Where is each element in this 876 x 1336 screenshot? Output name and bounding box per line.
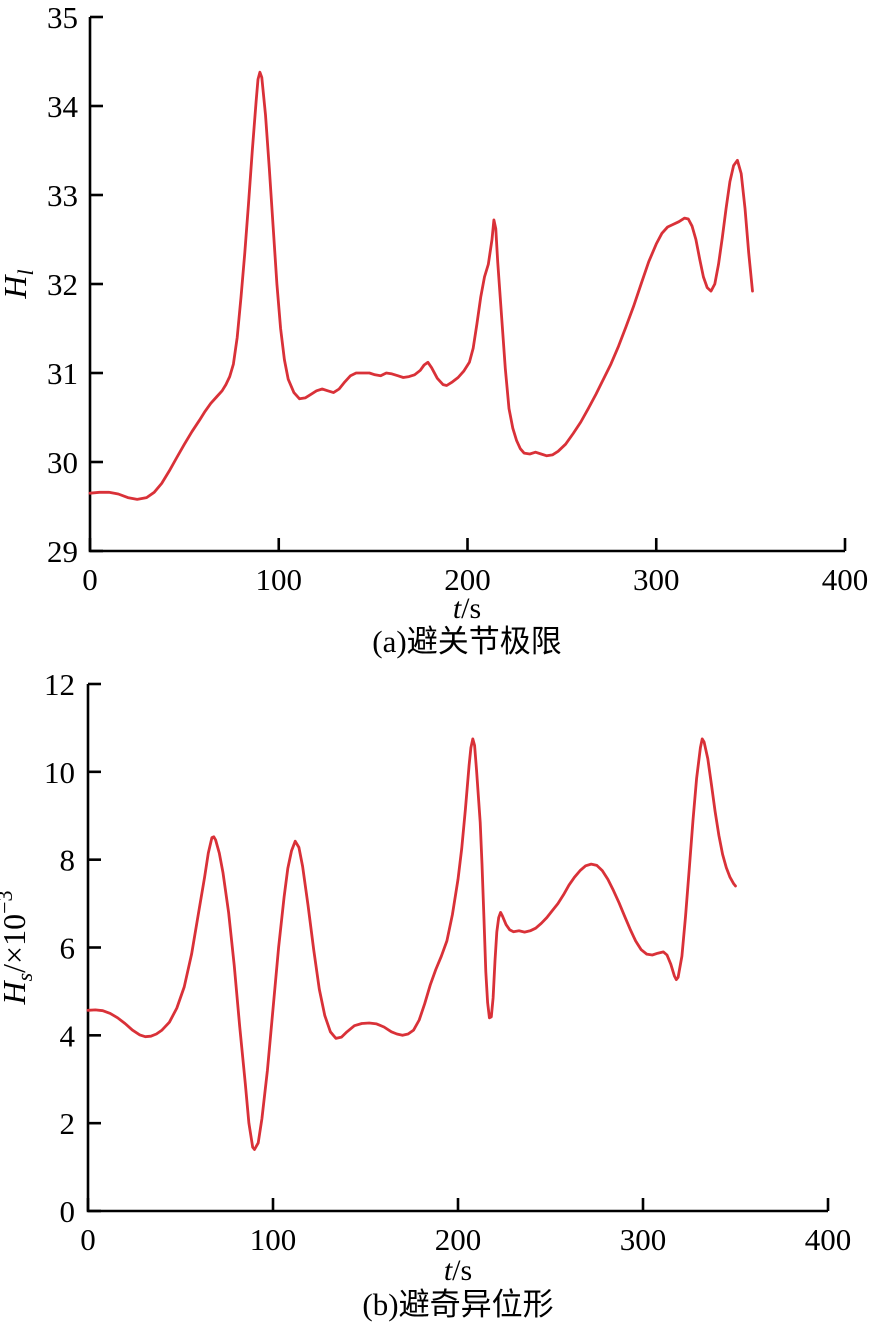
y-tick-label: 6: [60, 931, 76, 966]
y-axis-label: Hl: [0, 269, 38, 299]
x-tick-label: 0: [82, 562, 98, 597]
x-tick-label: 100: [256, 562, 303, 597]
y-tick-label: 29: [47, 534, 78, 569]
y-tick-label: 35: [47, 0, 78, 35]
x-tick-label: 300: [620, 1222, 667, 1257]
y-tick-label: 31: [47, 356, 78, 391]
chart-a-plot-area: 29 30 31 32 33 34 35 0 100 200 300 400 Hl: [0, 0, 868, 597]
y-axis-label-part: H: [0, 980, 32, 1006]
chart-b-xaxis-label: t/s: [444, 1254, 472, 1287]
x-tick-label: 400: [822, 562, 869, 597]
x-axis-label-part: /s: [452, 1254, 472, 1287]
line-series: [86, 737, 737, 1151]
y-axis-label-part: s: [12, 973, 37, 982]
y-tick-label: 0: [60, 1194, 76, 1229]
x-axis-label-part: /s: [461, 592, 481, 625]
chart-b: 0 2 4 6 8 10 12 0 100 200 300 400 Hs/×10−3 t/s (b)避奇…: [0, 667, 851, 1322]
y-axis-label-part: l: [13, 269, 38, 275]
y-tick-label: 10: [44, 755, 75, 790]
x-tick-label: 400: [805, 1222, 852, 1257]
y-axis-label-part: −3: [0, 890, 17, 913]
x-tick-label: 100: [250, 1222, 297, 1257]
y-tick-label: 30: [47, 445, 78, 480]
x-tick-label: 200: [435, 1222, 482, 1257]
line-series: [88, 70, 754, 501]
chart-b-plot-area: 0 2 4 6 8 10 12 0 100 200 300 400 Hs/×10−3: [0, 667, 851, 1257]
y-axis-label-part: H: [0, 274, 33, 300]
x-tick-label: 300: [633, 562, 680, 597]
y-axis-label: Hs/×10−3: [0, 890, 37, 1005]
y-tick-label: 8: [60, 843, 76, 878]
x-axis-label-part: t: [444, 1254, 453, 1287]
y-tick-label: 12: [44, 667, 75, 702]
y-axis-label-part: /×10: [0, 914, 32, 973]
chart-a: 29 30 31 32 33 34 35 0 100 200 300 400 Hl t/s (a)避关节…: [0, 0, 868, 659]
axis-lines: [86, 684, 828, 1213]
y-tick-label: 34: [47, 89, 79, 124]
x-tick-label: 200: [444, 562, 491, 597]
x-axis-label-part: t: [453, 592, 462, 625]
axis-lines: [88, 17, 845, 553]
y-tick-label: 2: [60, 1106, 76, 1141]
chart-a-caption: (a)避关节极限: [372, 624, 561, 659]
chart-b-caption: (b)避奇异位形: [362, 1287, 553, 1322]
y-tick-label: 4: [60, 1018, 76, 1053]
y-tick-label: 32: [47, 267, 78, 302]
chart-a-xaxis-label: t/s: [453, 592, 481, 625]
x-tick-label: 0: [80, 1222, 96, 1257]
y-tick-label: 33: [47, 178, 78, 213]
